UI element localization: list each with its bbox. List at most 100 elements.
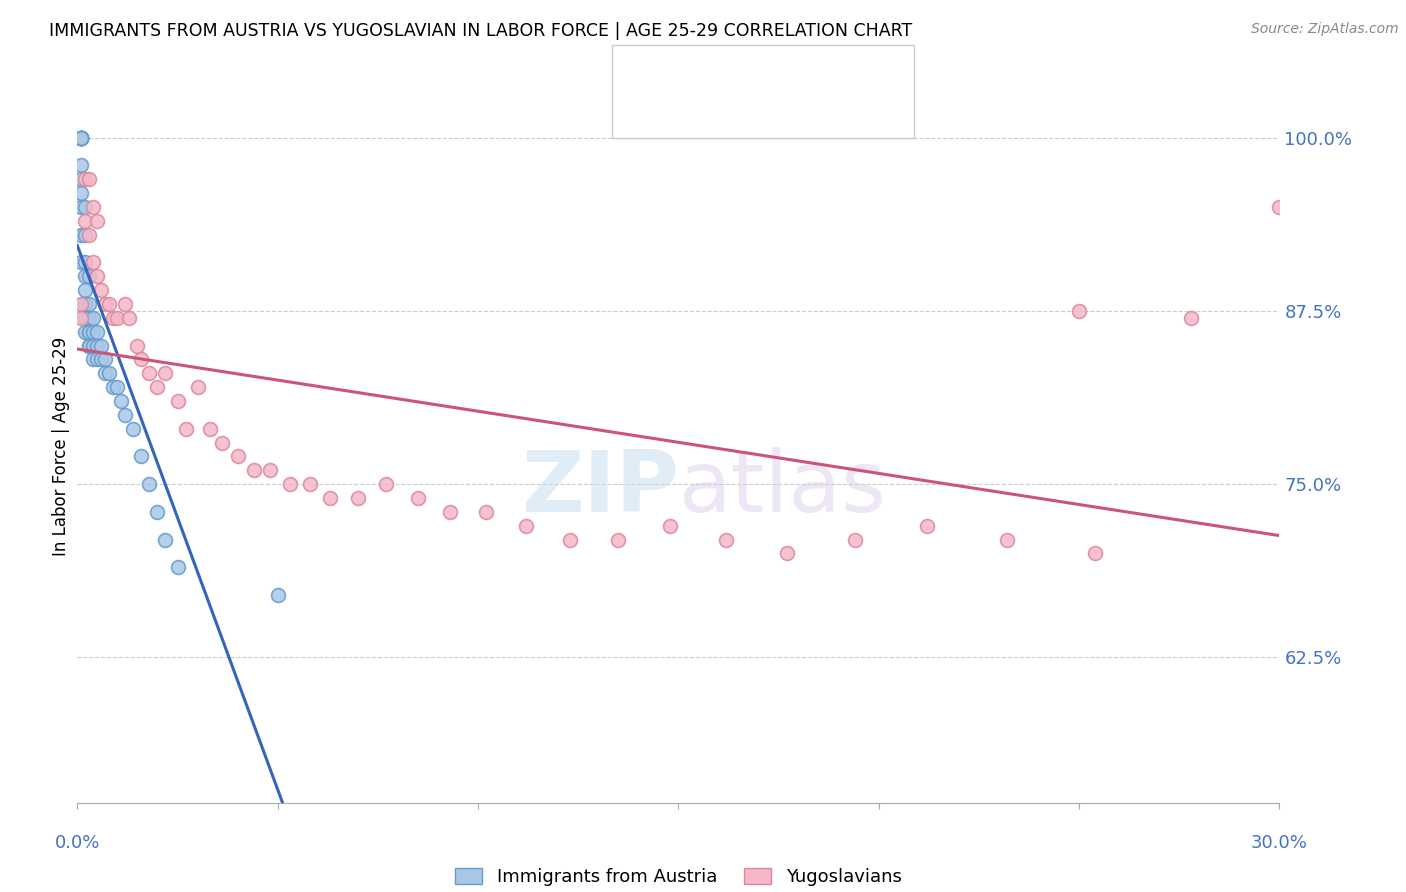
Point	[1268, 200, 1291, 214]
Point	[70, 186, 93, 201]
Point	[75, 325, 97, 339]
Point	[79, 325, 101, 339]
Point	[127, 338, 149, 352]
Point	[659, 518, 682, 533]
Point	[75, 255, 97, 269]
Point	[79, 325, 101, 339]
Point	[118, 310, 141, 325]
Point	[110, 394, 132, 409]
Point	[79, 338, 101, 352]
Point	[98, 297, 121, 311]
Point	[259, 463, 281, 477]
Point	[79, 269, 101, 284]
Point	[82, 325, 104, 339]
Text: Source: ZipAtlas.com: Source: ZipAtlas.com	[1251, 22, 1399, 37]
Point	[86, 214, 108, 228]
Point	[75, 214, 97, 228]
Point	[138, 366, 160, 380]
Point	[86, 269, 108, 284]
Text: 0.0%: 0.0%	[55, 834, 100, 852]
Bar	[621, 56, 662, 86]
Point	[70, 130, 93, 145]
Point	[114, 297, 136, 311]
Point	[146, 505, 169, 519]
Point	[439, 505, 461, 519]
Point	[915, 518, 938, 533]
Point	[166, 560, 188, 574]
Point	[107, 380, 129, 394]
Point	[347, 491, 370, 505]
Point	[211, 435, 233, 450]
Point	[79, 297, 101, 311]
Point	[716, 533, 738, 547]
Point	[79, 172, 101, 186]
Point	[86, 338, 108, 352]
Point	[607, 533, 630, 547]
Point	[70, 227, 93, 242]
Point	[70, 130, 93, 145]
Y-axis label: In Labor Force | Age 25-29: In Labor Force | Age 25-29	[52, 336, 70, 556]
Point	[75, 297, 97, 311]
Point	[278, 477, 301, 491]
Point	[226, 450, 249, 464]
Point	[75, 297, 97, 311]
Point	[103, 380, 125, 394]
Point	[70, 310, 93, 325]
Point	[82, 255, 104, 269]
Point	[155, 533, 177, 547]
Point	[90, 283, 112, 297]
Point	[70, 130, 93, 145]
Point	[1084, 546, 1107, 560]
Point	[131, 352, 153, 367]
Bar	[621, 95, 662, 126]
Text: atlas: atlas	[679, 447, 886, 531]
Point	[70, 130, 93, 145]
Point	[114, 408, 136, 422]
Point	[198, 422, 221, 436]
Point	[138, 477, 160, 491]
Point	[86, 325, 108, 339]
Point	[79, 310, 101, 325]
Point	[131, 450, 153, 464]
Point	[98, 366, 121, 380]
Point	[1069, 304, 1091, 318]
Point	[146, 380, 169, 394]
Point	[844, 533, 866, 547]
Point	[75, 310, 97, 325]
Point	[374, 477, 396, 491]
Point	[90, 352, 112, 367]
Point	[103, 310, 125, 325]
Point	[319, 491, 342, 505]
Point	[70, 130, 93, 145]
Text: R = 0.225   N =  51: R = 0.225 N = 51	[676, 102, 852, 120]
Point	[82, 352, 104, 367]
Point	[475, 505, 498, 519]
Point	[82, 338, 104, 352]
Point	[82, 310, 104, 325]
Point	[155, 366, 177, 380]
Text: 30.0%: 30.0%	[1251, 834, 1308, 852]
Point	[70, 297, 93, 311]
Point	[90, 338, 112, 352]
Point	[174, 422, 197, 436]
Point	[267, 588, 290, 602]
Text: IMMIGRANTS FROM AUSTRIA VS YUGOSLAVIAN IN LABOR FORCE | AGE 25-29 CORRELATION CH: IMMIGRANTS FROM AUSTRIA VS YUGOSLAVIAN I…	[49, 22, 912, 40]
Legend: Immigrants from Austria, Yugoslavians: Immigrants from Austria, Yugoslavians	[449, 861, 908, 892]
Point	[75, 310, 97, 325]
Point	[995, 533, 1018, 547]
Point	[79, 227, 101, 242]
Point	[122, 422, 145, 436]
Point	[406, 491, 429, 505]
Point	[107, 310, 129, 325]
Point	[75, 283, 97, 297]
Point	[75, 227, 97, 242]
Point	[70, 255, 93, 269]
Point	[75, 200, 97, 214]
Point	[298, 477, 321, 491]
Point	[70, 130, 93, 145]
Point	[70, 200, 93, 214]
Text: ZIP: ZIP	[520, 447, 679, 531]
Point	[242, 463, 264, 477]
Point	[70, 130, 93, 145]
Point	[1180, 310, 1202, 325]
